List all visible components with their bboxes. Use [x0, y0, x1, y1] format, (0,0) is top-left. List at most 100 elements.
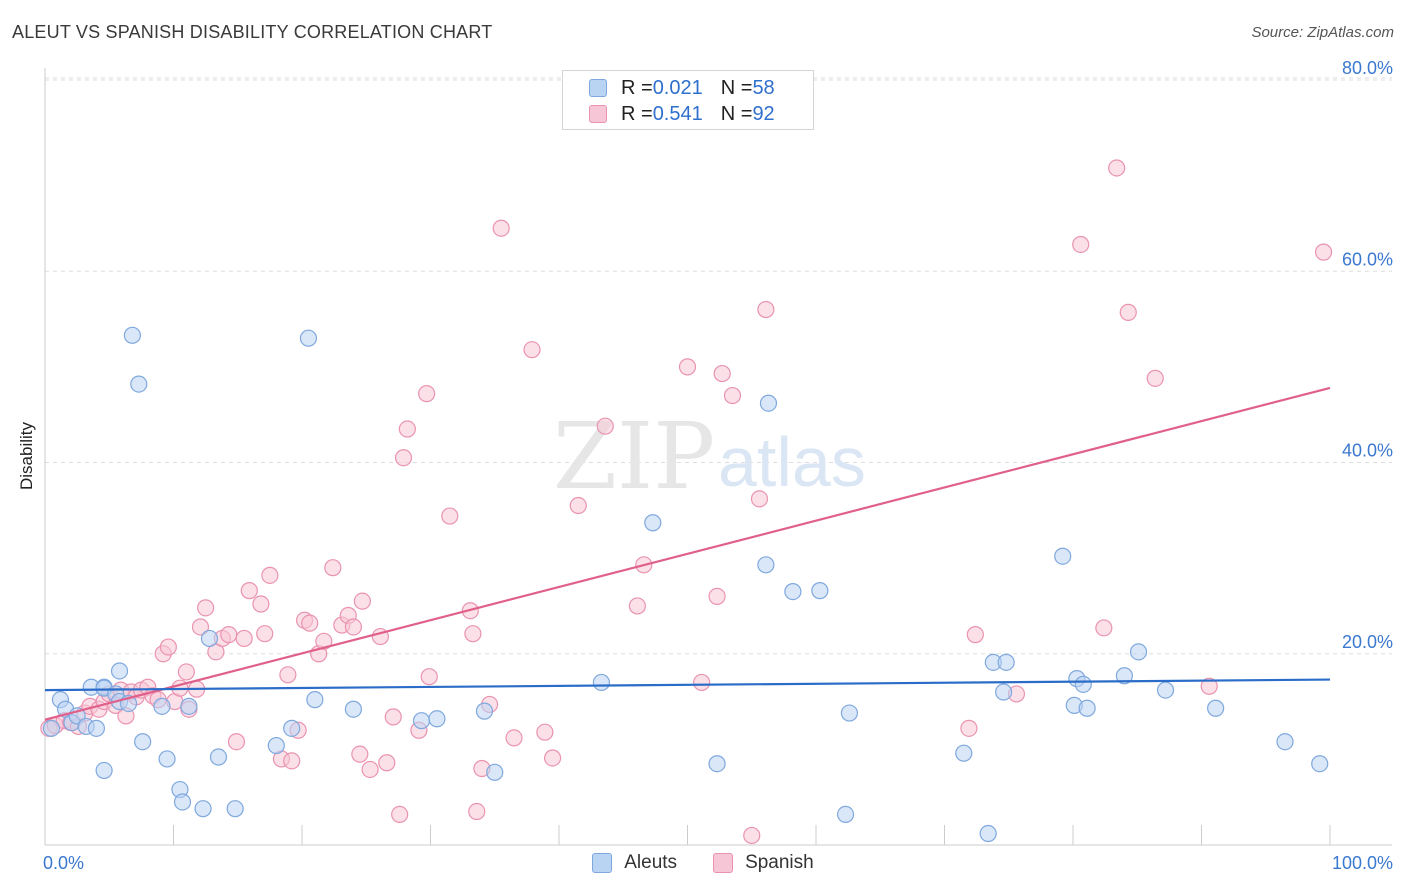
aleuts-r-label: R = — [621, 76, 653, 99]
aleuts-point — [995, 683, 1013, 701]
x-tick-label-max: 100.0% — [1332, 853, 1393, 873]
aleuts-point — [226, 800, 244, 818]
spanish-n-value: 92 — [752, 102, 775, 125]
aleuts-point — [1074, 675, 1092, 693]
x-tick-label-min: 0.0% — [43, 853, 84, 873]
aleuts-point — [644, 514, 662, 532]
spanish-point — [220, 626, 238, 644]
legend-row-aleuts: R = 0.021 N = 58 — [589, 75, 775, 101]
spanish-r-value: 0.541 — [652, 102, 703, 125]
spanish-point — [344, 618, 362, 636]
aleuts-legend-label: Aleuts — [624, 852, 678, 873]
spanish-point — [1314, 243, 1333, 261]
spanish-point — [596, 417, 614, 435]
source-label: Source: ZipAtlas.com — [1251, 24, 1394, 41]
watermark: ZIP atlas — [553, 403, 866, 510]
spanish-trend-line — [44, 386, 1331, 721]
y-tick-label: 40.0% — [1342, 441, 1393, 461]
aleuts-point — [997, 653, 1015, 671]
aleuts-point — [95, 761, 113, 780]
aleuts-point — [267, 736, 285, 755]
spanish-point — [678, 358, 697, 376]
aleuts-point — [486, 763, 504, 781]
aleuts-point — [153, 697, 171, 715]
spanish-point — [361, 760, 379, 779]
spanish-point — [384, 708, 402, 726]
legend-item-spanish[interactable]: Spanish — [713, 852, 814, 874]
spanish-point — [283, 752, 301, 770]
watermark-atlas: atlas — [718, 423, 866, 501]
spanish-point — [757, 300, 775, 319]
spanish-point — [394, 449, 413, 467]
spanish-point — [713, 364, 731, 383]
spanish-point — [543, 749, 562, 767]
spanish-point — [191, 618, 210, 636]
tick-labels: 20.0% 40.0% 60.0% 80.0% 0.0% 100.0% — [43, 58, 1393, 873]
spanish-point — [252, 595, 270, 613]
aleuts-point — [110, 662, 129, 680]
spanish-point — [324, 559, 342, 577]
aleuts-point — [194, 800, 212, 818]
aleuts-point — [428, 710, 446, 728]
spanish-point — [418, 385, 436, 403]
spanish-point — [628, 597, 646, 615]
aleuts-point — [1207, 699, 1225, 717]
aleuts-point — [1129, 643, 1148, 661]
trend-lines — [44, 386, 1331, 721]
legend-row-spanish: R = 0.541 N = 92 — [589, 101, 775, 127]
aleuts-n-value: 58 — [752, 76, 775, 99]
aleuts-point — [412, 712, 431, 730]
aleuts-point — [306, 691, 324, 709]
aleuts-point — [836, 805, 855, 824]
spanish-point — [1200, 677, 1218, 695]
spanish-point — [351, 745, 369, 763]
spanish-point — [1146, 369, 1164, 387]
aleuts-point — [979, 824, 997, 843]
spanish-point — [227, 733, 246, 751]
aleuts-point — [87, 719, 106, 737]
spanish-point — [723, 386, 742, 405]
aleuts-point — [955, 744, 973, 762]
aleuts-point — [1115, 667, 1134, 685]
aleuts-point — [209, 748, 228, 766]
spanish-point — [240, 582, 258, 600]
aleuts-point — [200, 629, 219, 648]
spanish-point — [378, 754, 396, 772]
spanish-r-label: R = — [621, 102, 653, 125]
y-tick-label: 80.0% — [1342, 58, 1393, 78]
spanish-point — [468, 802, 486, 821]
spanish-point — [1095, 619, 1113, 637]
legend-item-aleuts[interactable]: Aleuts — [592, 852, 677, 874]
aleuts-point — [130, 375, 148, 393]
spanish-point — [261, 566, 279, 584]
aleuts-point — [158, 750, 176, 768]
aleuts-point — [123, 326, 141, 344]
aleuts-point — [283, 719, 301, 737]
spanish-point — [693, 673, 711, 692]
spanish-n-label: N = — [720, 102, 753, 125]
spanish-point — [279, 666, 297, 684]
y-tick-label: 20.0% — [1342, 632, 1393, 652]
spanish-point — [708, 587, 726, 605]
spanish-point — [177, 663, 195, 681]
spanish-swatch — [589, 105, 607, 123]
spanish-point — [256, 625, 274, 643]
y-tick-label: 60.0% — [1342, 249, 1393, 269]
aleuts-point — [840, 704, 859, 722]
spanish-point — [523, 341, 541, 359]
spanish-point — [960, 719, 978, 737]
spanish-point — [750, 490, 769, 508]
aleuts-point — [173, 793, 192, 811]
aleuts-point — [708, 755, 726, 773]
aleuts-point — [180, 697, 198, 715]
aleuts-point — [1054, 547, 1072, 565]
spanish-point — [505, 729, 523, 747]
aleuts-point — [757, 556, 775, 574]
chart-title: ALEUT VS SPANISH DISABILITY CORRELATION … — [12, 22, 493, 42]
aleuts-point — [759, 394, 778, 412]
aleuts-point — [1156, 681, 1175, 699]
aleuts-swatch — [589, 79, 607, 97]
aleuts-point — [1276, 733, 1294, 751]
spanish-point — [464, 625, 482, 643]
spanish-point — [536, 723, 554, 741]
